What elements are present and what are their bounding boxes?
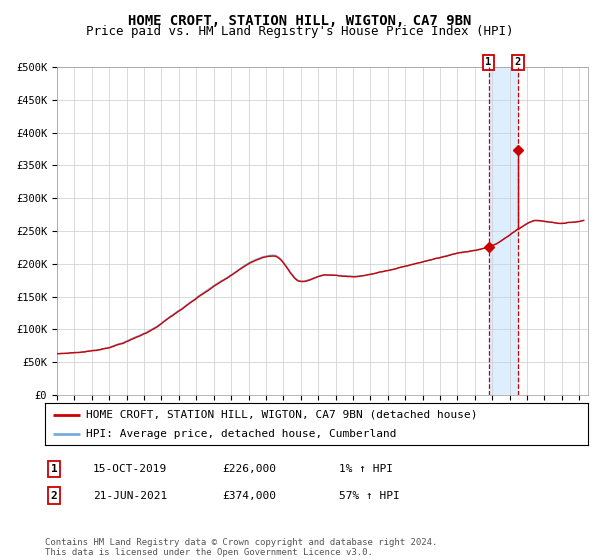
Text: 2: 2 bbox=[515, 57, 521, 67]
Text: 1% ↑ HPI: 1% ↑ HPI bbox=[339, 464, 393, 474]
Bar bbox=[488, 67, 518, 395]
Text: £374,000: £374,000 bbox=[222, 491, 276, 501]
Text: Price paid vs. HM Land Registry's House Price Index (HPI): Price paid vs. HM Land Registry's House … bbox=[86, 25, 514, 38]
Text: 21-JUN-2021: 21-JUN-2021 bbox=[93, 491, 167, 501]
Text: 1: 1 bbox=[485, 57, 492, 67]
Text: 57% ↑ HPI: 57% ↑ HPI bbox=[339, 491, 400, 501]
Text: HOME CROFT, STATION HILL, WIGTON, CA7 9BN: HOME CROFT, STATION HILL, WIGTON, CA7 9B… bbox=[128, 14, 472, 28]
Text: HOME CROFT, STATION HILL, WIGTON, CA7 9BN (detached house): HOME CROFT, STATION HILL, WIGTON, CA7 9B… bbox=[86, 409, 477, 419]
Text: £226,000: £226,000 bbox=[222, 464, 276, 474]
Text: HPI: Average price, detached house, Cumberland: HPI: Average price, detached house, Cumb… bbox=[86, 429, 396, 439]
Text: 15-OCT-2019: 15-OCT-2019 bbox=[93, 464, 167, 474]
Text: 1: 1 bbox=[50, 464, 58, 474]
Text: Contains HM Land Registry data © Crown copyright and database right 2024.
This d: Contains HM Land Registry data © Crown c… bbox=[45, 538, 437, 557]
Text: 2: 2 bbox=[50, 491, 58, 501]
